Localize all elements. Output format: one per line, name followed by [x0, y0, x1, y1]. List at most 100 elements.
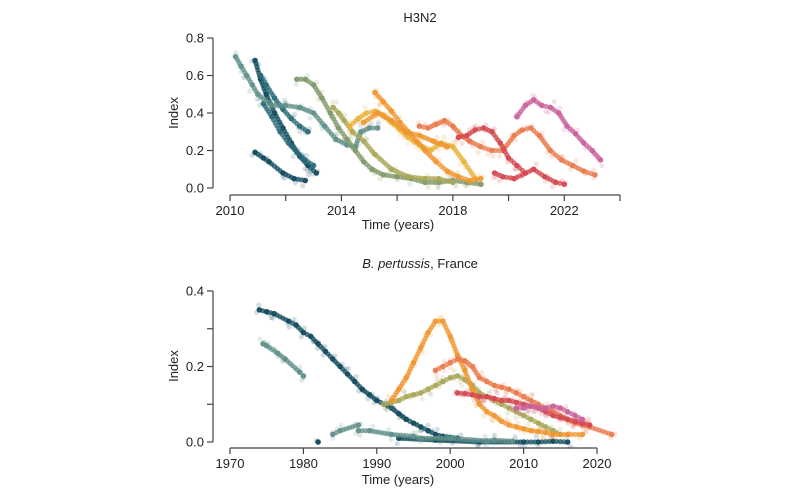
data-point — [497, 140, 504, 146]
data-point — [491, 437, 498, 443]
halo-point — [368, 120, 375, 126]
halo-point — [459, 382, 465, 389]
halo-point — [512, 433, 518, 440]
data-point — [450, 123, 456, 129]
data-point — [360, 158, 367, 165]
data-point — [263, 82, 270, 88]
halo-point — [538, 411, 544, 417]
series-clade-9 — [454, 122, 568, 190]
data-point — [255, 91, 261, 98]
data-point — [564, 439, 571, 445]
halo-point — [434, 426, 440, 432]
data-point — [477, 181, 484, 188]
data-point — [513, 405, 520, 411]
halo-point — [345, 365, 352, 372]
data-point — [416, 132, 423, 139]
halo-point — [554, 410, 560, 416]
data-point — [454, 390, 461, 396]
chart-title: B. pertussis, France — [362, 256, 478, 271]
data-point — [405, 173, 412, 180]
data-point — [268, 113, 275, 120]
data-point — [355, 422, 362, 428]
data-point — [528, 397, 534, 404]
data-point — [564, 431, 571, 438]
data-point — [444, 168, 451, 174]
data-point — [335, 110, 342, 116]
data-point — [444, 143, 451, 150]
data-point — [506, 405, 512, 411]
halo-point — [478, 370, 485, 376]
data-point — [263, 342, 270, 349]
halo-point — [306, 172, 312, 178]
data-point — [462, 367, 468, 374]
h3n2-panel: H3N2 Index Time (years) 0.0 0.2 0.4 0.6 0.8 2… — [166, 10, 621, 232]
data-point — [410, 359, 417, 366]
data-point — [397, 119, 403, 126]
halo-point — [539, 434, 546, 440]
y-tick-label: 0.6 — [186, 68, 204, 83]
halo-point — [357, 432, 363, 438]
data-point — [476, 401, 483, 408]
data-point — [232, 53, 239, 60]
y-tick-label: 0.0 — [186, 435, 204, 450]
data-point — [366, 392, 373, 398]
data-point — [506, 422, 512, 428]
data-point — [424, 125, 431, 131]
data-point — [271, 310, 277, 317]
halo-point — [485, 151, 491, 157]
halo-point — [435, 185, 441, 191]
data-point — [491, 170, 498, 176]
halo-point — [471, 397, 477, 403]
data-point — [580, 140, 587, 146]
halo-point — [530, 392, 536, 398]
y-tick-label: 0.2 — [186, 143, 204, 158]
halo-point — [390, 404, 396, 411]
data-point — [388, 397, 395, 404]
data-point — [243, 72, 250, 79]
halo-point — [401, 388, 407, 394]
halo-point — [590, 167, 597, 173]
halo-point — [353, 373, 359, 380]
data-point — [579, 416, 586, 423]
data-point — [315, 439, 321, 445]
trail-point — [528, 439, 534, 445]
data-point — [410, 392, 417, 398]
halo-point — [298, 334, 304, 340]
y-axis-label: Index — [166, 350, 181, 382]
data-point — [288, 115, 295, 122]
halo-point — [513, 415, 519, 421]
halo-point — [570, 424, 576, 430]
data-point — [313, 170, 320, 176]
data-point — [252, 149, 258, 156]
halo-point — [534, 433, 540, 440]
data-point — [260, 155, 267, 161]
data-point — [461, 158, 467, 165]
data-point — [252, 57, 258, 64]
data-point — [305, 128, 311, 135]
halo-point — [297, 129, 303, 135]
trail-point — [524, 126, 530, 132]
data-point — [535, 405, 542, 411]
data-point — [302, 177, 309, 184]
halo-point — [385, 426, 392, 432]
data-point — [268, 102, 275, 109]
data-point — [335, 125, 342, 131]
data-point — [422, 147, 428, 154]
data-point — [322, 348, 329, 355]
trail-point — [460, 133, 466, 140]
data-point — [484, 378, 490, 385]
axes: 0.0 0.2 0.4 0.6 0.8 2010 2014 2018 2022 — [186, 31, 621, 218]
data-point — [346, 123, 353, 129]
data-point — [550, 431, 556, 438]
data-point — [491, 395, 498, 402]
halo-point — [586, 416, 592, 423]
title-country: , France — [430, 256, 478, 271]
y-tick-label: 0.2 — [186, 359, 204, 374]
x-axis-label: Time (years) — [362, 472, 434, 487]
x-tick-label: 2014 — [327, 203, 356, 218]
data-point — [277, 128, 283, 135]
halo-point — [525, 422, 531, 428]
halo-point — [480, 398, 486, 404]
x-tick-label: 2018 — [438, 203, 467, 218]
data-point — [300, 329, 307, 336]
